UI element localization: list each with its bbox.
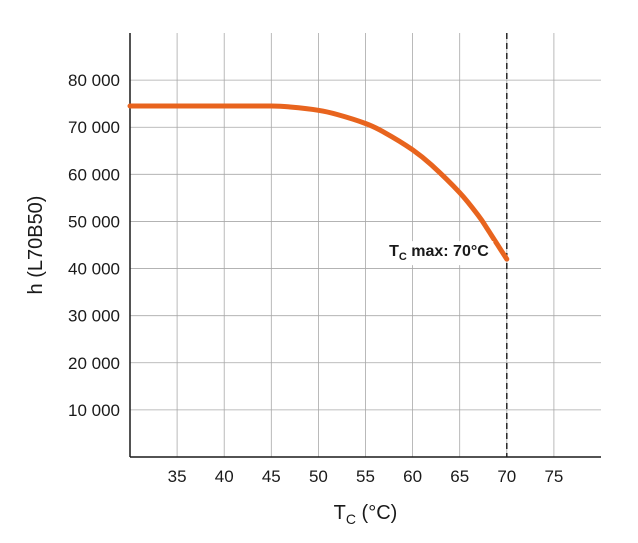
x-tick-label: 35 [168, 467, 187, 486]
y-tick-label: 40 000 [68, 260, 120, 279]
x-axis-title-sub: C [346, 511, 356, 527]
y-tick-label: 30 000 [68, 307, 120, 326]
y-axis-title: h (L70B50) [25, 196, 47, 295]
annotation-sub: C [399, 251, 407, 263]
x-tick-label: 70 [497, 467, 516, 486]
annotation-rest: max: 70°C [407, 243, 489, 260]
x-axis-title-main: T [334, 502, 346, 524]
annotation-main: T [389, 243, 399, 260]
tick-labels: 35 40 45 50 55 60 65 70 75 10 000 20 000 30 000 40 0… [68, 71, 563, 486]
x-tick-label: 55 [356, 467, 375, 486]
y-tick-label: 80 000 [68, 71, 120, 90]
annotation-background [385, 241, 494, 266]
x-tick-label: 40 [215, 467, 234, 486]
y-tick-label: 20 000 [68, 354, 120, 373]
grid [130, 33, 601, 457]
series-line [127, 103, 510, 262]
x-tick-label: 60 [403, 467, 422, 486]
y-tick-label: 10 000 [68, 401, 120, 420]
x-axis-title-unit: (°C) [356, 502, 397, 524]
x-tick-label: 50 [309, 467, 328, 486]
x-tick-label: 45 [262, 467, 281, 486]
tc-max-annotation: TC max: 70°C [389, 243, 489, 263]
x-axis-title: TC (°C) [334, 502, 398, 527]
y-tick-label: 70 000 [68, 118, 120, 137]
x-tick-label: 75 [544, 467, 563, 486]
y-tick-label: 60 000 [68, 165, 120, 184]
x-tick-label: 65 [450, 467, 469, 486]
y-tick-label: 50 000 [68, 212, 120, 231]
